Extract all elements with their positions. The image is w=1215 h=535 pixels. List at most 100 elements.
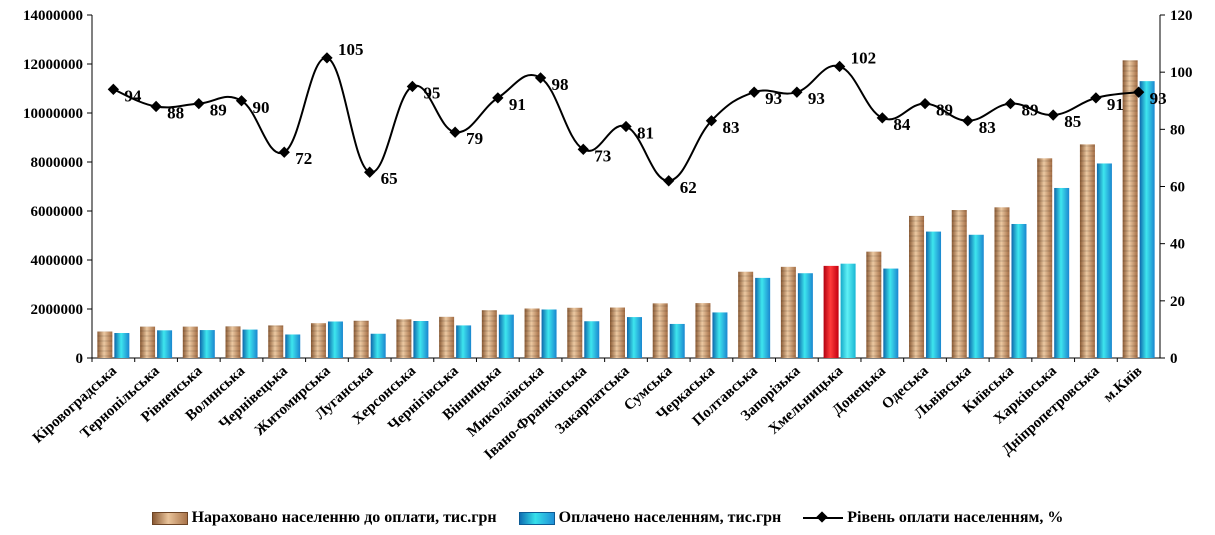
bar-paid [285,334,301,358]
line-rate-data-label: 93 [808,89,825,108]
y-right-tick-label: 60 [1170,180,1185,196]
line-rate-marker [150,100,162,113]
bar-charged-texture [866,251,882,358]
line-rate-marker [321,52,333,64]
bar-paid [1054,187,1070,358]
bar-charged-texture [1037,158,1053,358]
bar-charged-texture [610,307,625,358]
line-rate-data-label: 89 [1021,101,1038,120]
line-rate-marker [791,86,803,98]
bar-charged-texture [951,210,967,358]
line-rate-marker [748,86,760,98]
line-rate-marker [962,115,974,127]
line-rate-data-label: 79 [466,129,483,148]
line-rate-data-label: 105 [338,40,364,59]
x-tick-label: Хмельницька [766,363,847,438]
bar-paid [669,323,685,358]
bar-charged-texture [396,319,412,358]
y-left-tick-label: 14000000 [23,8,83,24]
bar-charged-texture [268,325,284,358]
bar-charged-texture [1079,144,1095,358]
y-right-tick-label: 100 [1170,65,1193,81]
bar-paid [498,314,514,358]
y-left-tick-label: 2000000 [31,302,84,318]
line-rate-data-label: 93 [765,89,782,108]
bar-paid [1011,223,1027,358]
legend-swatch-charged [151,511,188,525]
legend-label-rate: Рівень оплати населенням, % [847,509,1064,526]
bar-charged-texture [353,320,369,358]
bar-paid [712,312,728,358]
bar-paid [370,333,386,358]
bar-charged-texture [738,271,754,358]
y-left-tick-label: 0 [76,351,84,367]
bar-paid [157,330,173,358]
bar-charged-texture [695,303,711,358]
bar-paid [627,317,642,358]
bar-paid [242,329,258,358]
line-rate-data-label: 102 [851,48,877,67]
bar-charged-texture [140,326,156,358]
bar-paid [755,277,771,358]
x-tick-label: Житомирська [252,363,334,439]
legend-item-paid: Оплачено населенням, тис.грн [518,509,782,527]
line-rate-marker [449,126,461,138]
line-rate-data-label: 81 [637,123,654,142]
line-rate-marker [1090,92,1102,104]
x-tick-label: м.Київ [1101,363,1146,406]
line-rate-data-label: 90 [253,98,270,117]
line-rate-marker [833,60,846,73]
bar-paid [584,321,600,358]
bar-paid [883,268,899,358]
line-rate-data-label: 85 [1064,112,1081,131]
line-rate-marker [193,97,205,110]
bar-charged-texture [1122,60,1138,358]
line-rate-marker [1004,97,1017,110]
line-rate-data-label: 98 [552,75,569,94]
legend-swatch-rate [803,512,844,524]
line-rate-data-label: 83 [722,118,739,137]
chart-legend: Нараховано населенню до оплати, тис.грн … [0,505,1215,531]
bar-charged-texture [439,316,455,358]
line-rate-data-label: 72 [295,149,312,168]
y-right-tick-label: 0 [1170,351,1178,367]
line-rate-data-label: 89 [936,101,953,120]
bar-charged-texture [182,326,198,358]
bar-charged-texture [780,266,796,358]
bar-charged [823,265,839,358]
line-rate-data-label: 65 [381,169,398,188]
legend-label-charged: Нараховано населенню до оплати, тис.грн [191,509,497,526]
line-rate-data-label: 91 [1107,95,1124,114]
line-rate-marker [107,83,120,95]
bar-paid [327,321,343,358]
bar-paid [456,325,472,358]
bar-charged-texture [652,303,668,358]
bar-charged-texture [225,326,241,358]
bar-charged-texture [310,323,326,358]
line-rate-data-label: 93 [1150,89,1167,108]
legend-label-paid: Оплачено населенням, тис.грн [558,509,782,526]
legend-item-rate: Рівень оплати населенням, % [803,509,1063,527]
line-rate-marker [876,112,888,124]
line-rate-data-label: 62 [680,178,697,197]
y-right-tick-label: 40 [1170,237,1185,253]
line-rate-data-label: 89 [210,101,227,120]
line-rate-data-label: 95 [423,83,440,102]
y-left-tick-label: 10000000 [23,106,83,122]
x-tick-label: Закарпатська [552,363,633,438]
bar-charged-texture [481,310,497,358]
y-right-tick-label: 80 [1170,122,1185,138]
line-rate-marker [1047,109,1059,121]
bar-paid [199,330,215,358]
y-left-tick-label: 8000000 [31,155,84,171]
y-right-tick-label: 120 [1170,8,1193,24]
y-left-tick-label: 12000000 [23,57,83,73]
line-rate-marker [577,143,589,155]
line-rate-data-label: 91 [509,95,526,114]
line-rate-marker [1132,86,1145,98]
line-rate-data-label: 84 [893,115,911,134]
bar-paid [114,333,130,358]
line-rate-marker [919,97,931,110]
y-left-tick-label: 6000000 [31,204,84,220]
